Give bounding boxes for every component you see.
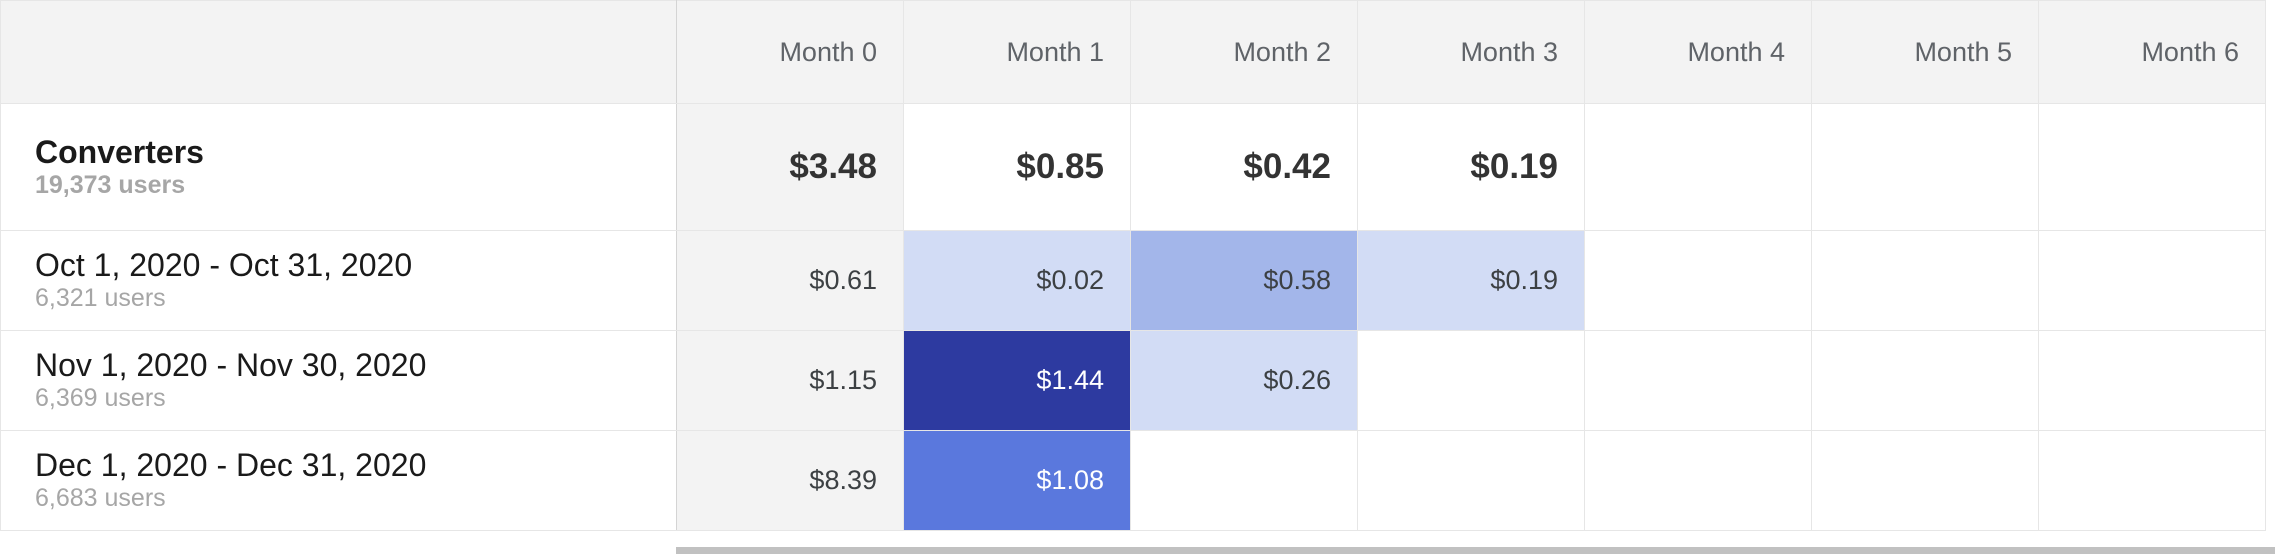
cohort-value-cell[interactable]: $0.61 [676, 230, 904, 331]
month-header: Month 3 [1357, 0, 1585, 104]
cohort-value-cell [1584, 430, 1812, 531]
cohort-value-cell [1811, 230, 2039, 331]
cohort-row: Dec 1, 2020 - Dec 31, 2020 6,683 users $… [0, 430, 2266, 531]
cohort-date-range: Nov 1, 2020 - Nov 30, 2020 [35, 347, 427, 384]
corner-cell [0, 0, 677, 104]
cohort-value-cell[interactable]: $8.39 [676, 430, 904, 531]
cohort-value-cell[interactable]: $0.58 [1130, 230, 1358, 331]
summary-value-cell [1584, 103, 1812, 231]
month-header: Month 1 [903, 0, 1131, 104]
summary-value-cell: $3.48 [676, 103, 904, 231]
cohort-table: Month 0 Month 1 Month 2 Month 3 Month 4 … [0, 0, 2266, 531]
month-header: Month 4 [1584, 0, 1812, 104]
cohort-value-cell[interactable]: $0.02 [903, 230, 1131, 331]
cohort-date-range: Oct 1, 2020 - Oct 31, 2020 [35, 247, 413, 284]
month-header: Month 0 [676, 0, 904, 104]
cohort-value-cell [1584, 330, 1812, 431]
cohort-row: Nov 1, 2020 - Nov 30, 2020 6,369 users $… [0, 330, 2266, 431]
month-header: Month 2 [1130, 0, 1358, 104]
cohort-value-cell [1357, 430, 1585, 531]
cohort-user-count: 6,683 users [35, 484, 166, 513]
cohort-value-cell [1130, 430, 1358, 531]
cohort-value-cell[interactable]: $1.44 [903, 330, 1131, 431]
header-row: Month 0 Month 1 Month 2 Month 3 Month 4 … [0, 0, 2266, 104]
cohort-label-cell: Dec 1, 2020 - Dec 31, 2020 6,683 users [0, 430, 677, 531]
summary-value-cell [2038, 103, 2266, 231]
cohort-label-cell: Nov 1, 2020 - Nov 30, 2020 6,369 users [0, 330, 677, 431]
horizontal-scrollbar[interactable] [676, 547, 2275, 554]
summary-value-cell: $0.42 [1130, 103, 1358, 231]
cohort-value-cell [1584, 230, 1812, 331]
cohort-date-range: Dec 1, 2020 - Dec 31, 2020 [35, 447, 427, 484]
cohort-value-cell[interactable]: $0.26 [1130, 330, 1358, 431]
month-header: Month 5 [1811, 0, 2039, 104]
segment-title: Converters [35, 133, 204, 170]
cohort-value-cell[interactable]: $1.08 [903, 430, 1131, 531]
cohort-value-cell [2038, 430, 2266, 531]
cohort-value-cell [2038, 230, 2266, 331]
cohort-user-count: 6,369 users [35, 384, 166, 413]
summary-value-cell: $0.85 [903, 103, 1131, 231]
summary-value-cell [1811, 103, 2039, 231]
segment-user-count: 19,373 users [35, 170, 186, 199]
month-header: Month 6 [2038, 0, 2266, 104]
cohort-row: Oct 1, 2020 - Oct 31, 2020 6,321 users $… [0, 230, 2266, 331]
summary-value-cell: $0.19 [1357, 103, 1585, 231]
cohort-value-cell [1357, 330, 1585, 431]
summary-label-cell: Converters 19,373 users [0, 103, 677, 231]
cohort-value-cell [1811, 330, 2039, 431]
cohort-value-cell[interactable]: $1.15 [676, 330, 904, 431]
cohort-label-cell: Oct 1, 2020 - Oct 31, 2020 6,321 users [0, 230, 677, 331]
cohort-value-cell[interactable]: $0.19 [1357, 230, 1585, 331]
cohort-value-cell [1811, 430, 2039, 531]
cohort-user-count: 6,321 users [35, 284, 166, 313]
summary-row: Converters 19,373 users $3.48 $0.85 $0.4… [0, 103, 2266, 231]
cohort-value-cell [2038, 330, 2266, 431]
